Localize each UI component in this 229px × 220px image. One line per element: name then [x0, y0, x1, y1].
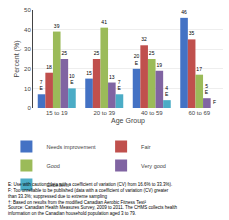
svg-text:25: 25 [61, 50, 67, 56]
svg-text:50: 50 [24, 7, 31, 13]
svg-text:20 to 39: 20 to 39 [93, 110, 115, 116]
svg-text:60 to 69: 60 to 69 [188, 110, 210, 116]
svg-text:30: 30 [24, 46, 31, 52]
svg-text:20: 20 [24, 66, 31, 72]
svg-text:10E: 10E [69, 73, 75, 86]
svg-text:17: 17 [196, 66, 202, 72]
svg-text:E: Use with caution (data with: E: Use with caution (data with a coeffic… [8, 182, 178, 216]
svg-text:35: 35 [189, 30, 195, 36]
svg-text:25: 25 [94, 50, 100, 56]
svg-text:20E: 20E [134, 53, 140, 66]
svg-text:15 to 19: 15 to 19 [46, 110, 68, 116]
svg-text:4E: 4E [165, 85, 169, 98]
svg-text:Good: Good [46, 163, 59, 169]
svg-text:5E: 5E [205, 83, 209, 96]
svg-text:Percent (%): Percent (%) [13, 41, 21, 78]
svg-text:41: 41 [101, 19, 107, 25]
svg-text:15: 15 [86, 70, 92, 76]
svg-text:13: 13 [109, 74, 115, 80]
svg-text:40: 40 [24, 27, 31, 33]
svg-text:25: 25 [149, 50, 155, 56]
svg-text:Excellent: Excellent [46, 182, 69, 188]
svg-text:7E: 7E [117, 79, 121, 92]
svg-text:F: F [213, 99, 216, 105]
svg-text:19: 19 [156, 62, 162, 68]
svg-text:39: 39 [54, 23, 60, 29]
svg-text:10: 10 [24, 86, 31, 92]
svg-text:Very good: Very good [141, 163, 166, 169]
svg-text:18: 18 [46, 64, 52, 70]
svg-text:Age Group: Age Group [111, 117, 145, 125]
svg-text:Needs improvement: Needs improvement [46, 144, 96, 150]
svg-text:46: 46 [181, 9, 187, 15]
svg-text:7E: 7E [40, 79, 44, 92]
svg-text:40 to 59: 40 to 59 [141, 110, 163, 116]
svg-text:0: 0 [27, 105, 31, 111]
svg-text:32: 32 [141, 36, 147, 42]
svg-text:Fair: Fair [141, 144, 151, 150]
